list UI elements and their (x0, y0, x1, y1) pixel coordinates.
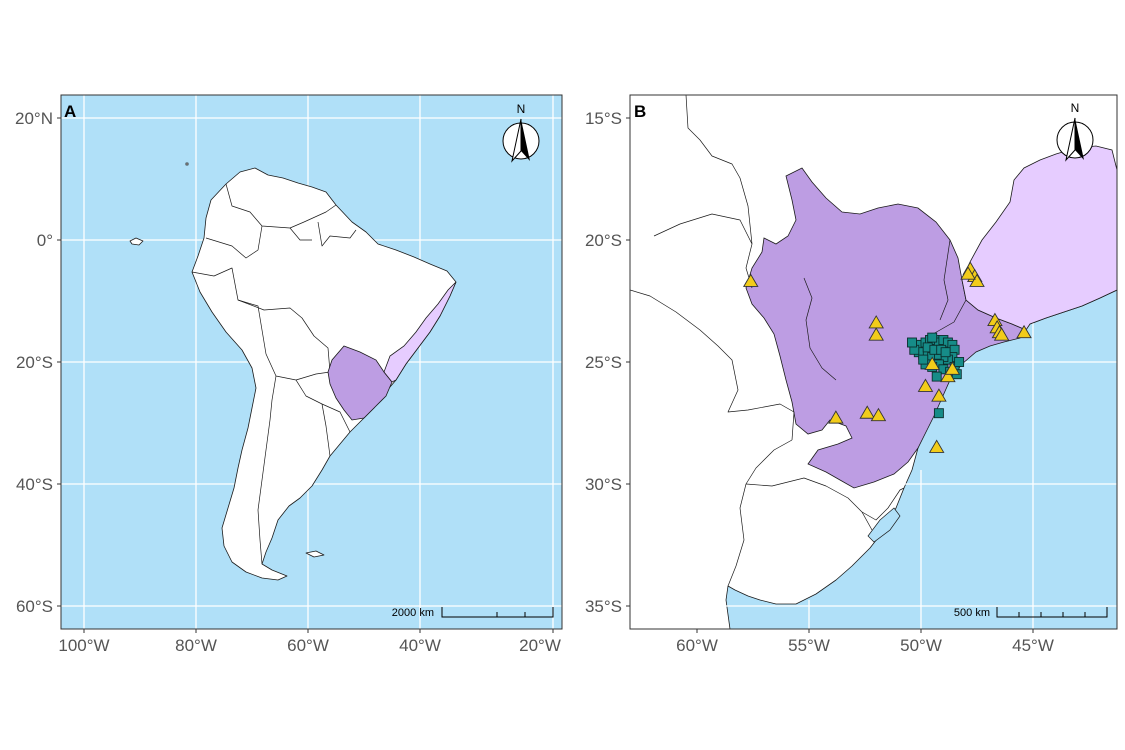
y-tick-label: 40°S (16, 475, 53, 494)
panel-a-x-axis: 100°W 80°W 60°W 40°W 20°W (58, 629, 561, 655)
triangle-marker (944, 361, 961, 375)
lagoon (867, 507, 901, 543)
x-tick-label: 60°W (676, 636, 718, 655)
region-light-panel-a (383, 281, 457, 383)
triangle-marker (993, 327, 1010, 341)
triangle-marker (969, 273, 985, 287)
y-tick-label: 30°S (585, 475, 622, 494)
panel-b-grid (630, 320, 1117, 629)
x-tick-label: 55°W (788, 636, 830, 655)
x-tick-label: 80°W (175, 636, 217, 655)
triangle-marker (931, 388, 947, 402)
square-marker (954, 357, 965, 367)
scale-bar-a: 2000 km (392, 607, 554, 619)
north-label: N (517, 102, 526, 116)
x-tick-label: 60°W (287, 636, 329, 655)
north-arrow-icon: N (502, 102, 540, 163)
small-island (185, 162, 189, 166)
x-tick-label: 50°W (900, 636, 942, 655)
triangle-marker (928, 439, 945, 453)
panel-b-y-axis: 15°S 20°S 25°S 30°S 35°S (585, 109, 630, 616)
square-marker (931, 371, 942, 382)
triangle-marker (924, 356, 940, 370)
north-label: N (1071, 101, 1080, 115)
square-marker (918, 354, 929, 365)
y-tick-label: 20°N (15, 109, 53, 128)
triangle-marker (917, 378, 934, 392)
x-tick-label: 40°W (399, 636, 441, 655)
panel-a-map: A N 2000 km 100°W 80°W 60°W 40°W 20°W (15, 94, 563, 655)
x-tick-label: 45°W (1012, 636, 1054, 655)
falkland-islands (305, 550, 325, 558)
scale-label-a: 2000 km (392, 607, 434, 619)
y-tick-label: 60°S (16, 597, 53, 616)
panel-b-borders (630, 95, 967, 587)
square-marker (933, 408, 944, 419)
panel-b-x-axis: 60°W 55°W 50°W 45°W (676, 629, 1054, 655)
x-tick-label: 20°W (519, 636, 561, 655)
y-tick-label: 20°S (585, 231, 622, 250)
triangle-marker (1016, 324, 1032, 339)
square-marker (907, 337, 917, 348)
x-tick-label: 100°W (58, 636, 109, 655)
triangle-marker (828, 410, 844, 424)
panel-a-y-axis: 20°N 0° 20°S 40°S 60°S (15, 109, 61, 616)
triangle-marker (742, 273, 759, 287)
square-marker (940, 347, 951, 358)
square-marker (927, 332, 938, 343)
region-light-panel-b (961, 145, 1117, 331)
panel-b-label: B (634, 102, 646, 121)
triangle-marker (940, 368, 956, 383)
north-arrow-icon: N (1056, 101, 1094, 162)
y-tick-label: 0° (37, 231, 53, 250)
triangle-marker (868, 327, 884, 341)
south-america-landmass (191, 167, 457, 581)
scale-bar-b: 500 km (954, 607, 1108, 619)
y-tick-label: 20°S (16, 353, 53, 372)
panel-a-label: A (64, 102, 76, 121)
triangle-marker (870, 407, 887, 422)
galapagos-islands (129, 237, 144, 246)
y-tick-label: 35°S (585, 597, 622, 616)
triangle-markers (742, 261, 1032, 453)
region-dark-panel-a (327, 345, 393, 421)
y-tick-label: 25°S (585, 353, 622, 372)
y-tick-label: 15°S (585, 109, 622, 128)
region-dark-panel-b (745, 167, 1027, 489)
triangle-marker (960, 266, 976, 280)
scale-label-b: 500 km (954, 607, 990, 619)
panel-b-map: B N 500 km 60°W 55°W 50°W 45°W (585, 94, 1118, 655)
triangle-marker (859, 405, 876, 419)
